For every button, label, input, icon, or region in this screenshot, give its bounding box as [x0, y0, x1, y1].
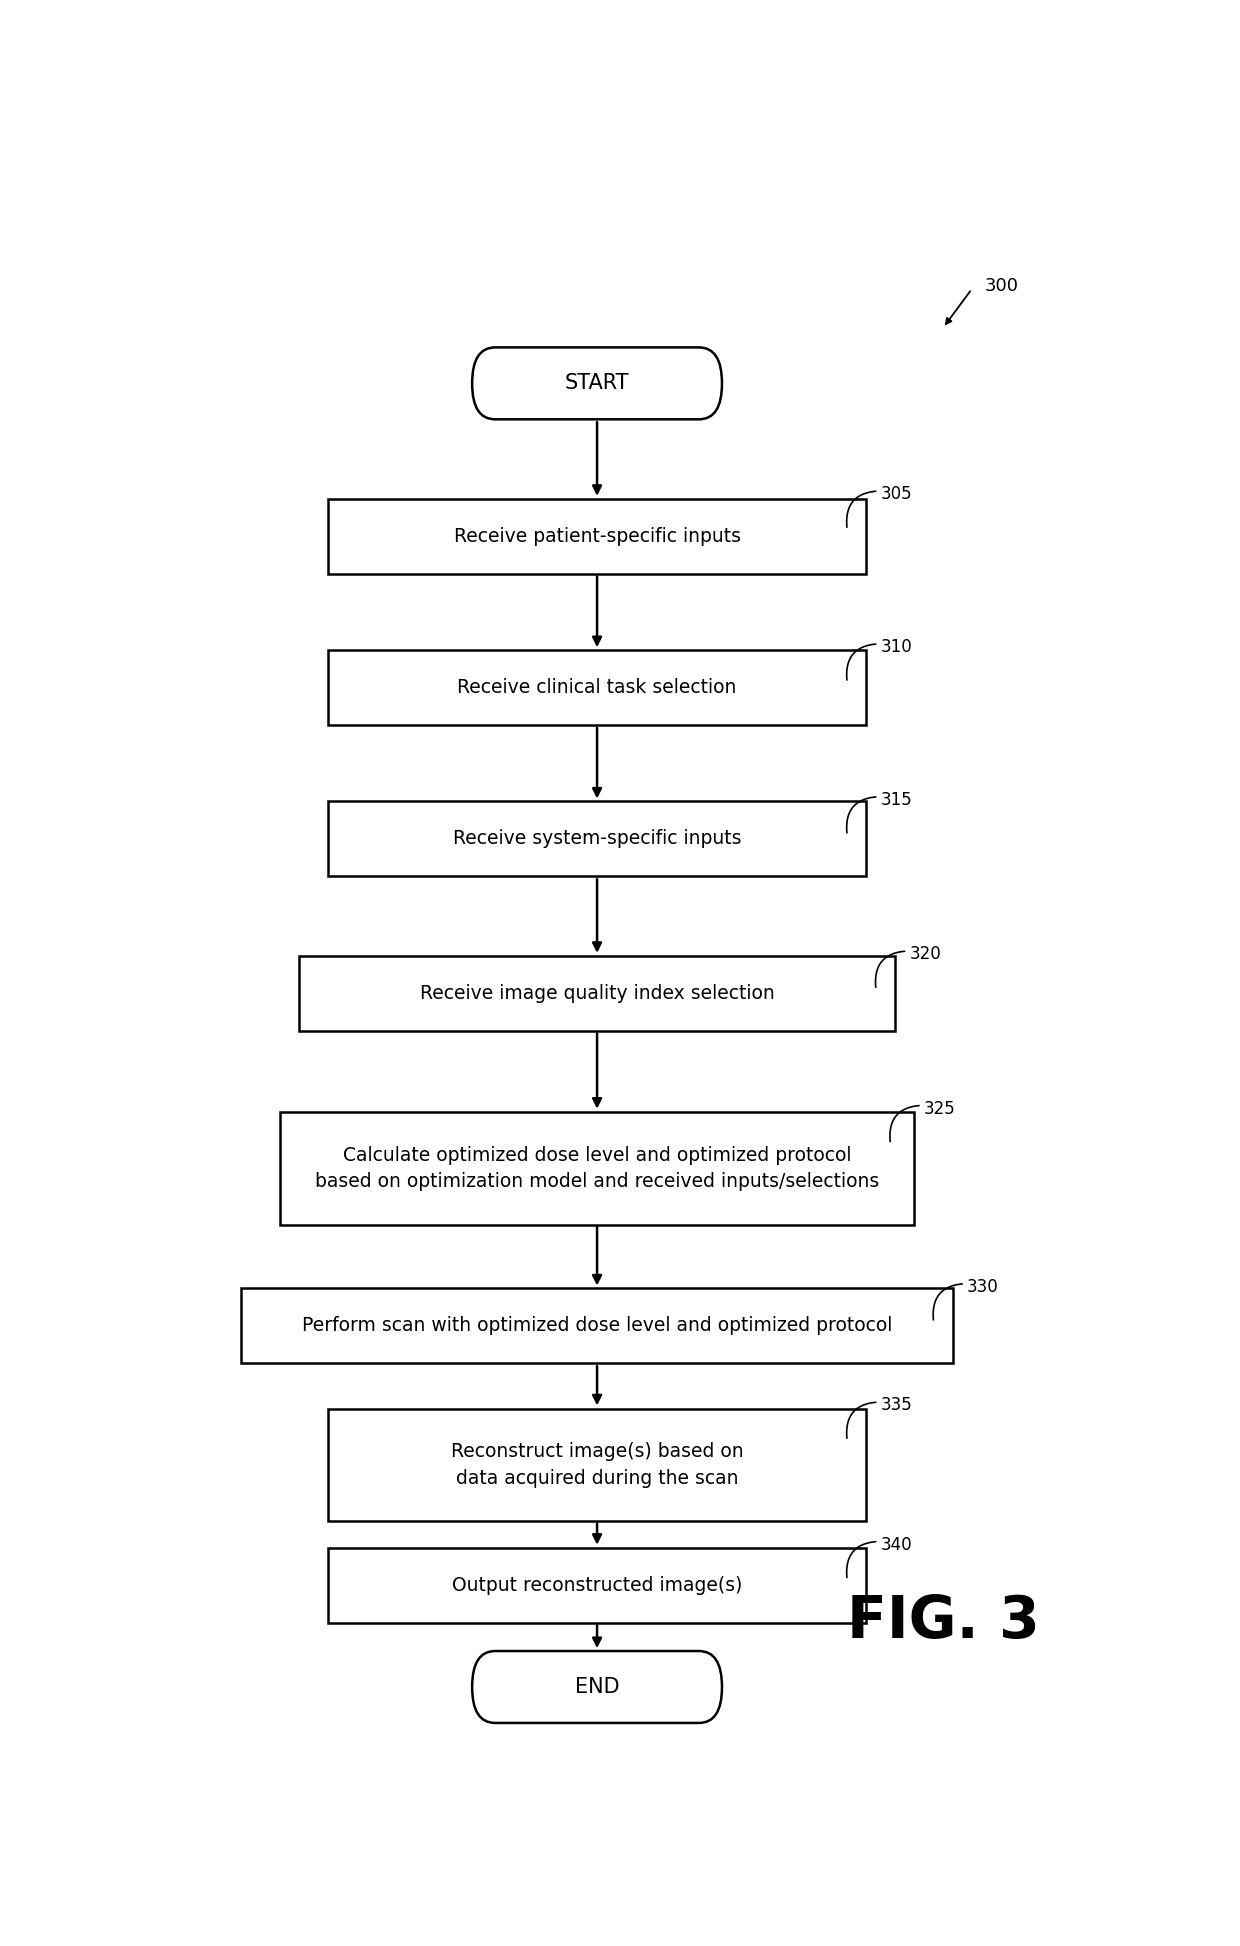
Text: 340: 340 [880, 1535, 913, 1553]
Text: Reconstruct image(s) based on
data acquired during the scan: Reconstruct image(s) based on data acqui… [451, 1442, 743, 1489]
Text: 315: 315 [880, 790, 913, 810]
Text: START: START [564, 374, 630, 393]
FancyBboxPatch shape [327, 498, 866, 574]
FancyBboxPatch shape [327, 1409, 866, 1522]
FancyBboxPatch shape [280, 1113, 914, 1224]
Text: 325: 325 [924, 1099, 956, 1117]
Text: 305: 305 [880, 485, 913, 504]
Text: Receive clinical task selection: Receive clinical task selection [458, 677, 737, 697]
Text: Perform scan with optimized dose level and optimized protocol: Perform scan with optimized dose level a… [301, 1315, 893, 1335]
Text: Receive system-specific inputs: Receive system-specific inputs [453, 829, 742, 848]
Text: FIG. 3: FIG. 3 [847, 1592, 1039, 1650]
Text: END: END [575, 1677, 619, 1697]
Text: 330: 330 [967, 1279, 998, 1296]
FancyBboxPatch shape [327, 802, 866, 876]
FancyBboxPatch shape [242, 1288, 952, 1364]
FancyBboxPatch shape [472, 1650, 722, 1722]
FancyBboxPatch shape [472, 348, 722, 418]
FancyBboxPatch shape [327, 650, 866, 726]
FancyBboxPatch shape [327, 1547, 866, 1623]
Text: Receive image quality index selection: Receive image quality index selection [419, 985, 775, 1002]
Text: Output reconstructed image(s): Output reconstructed image(s) [451, 1576, 743, 1594]
FancyBboxPatch shape [299, 955, 895, 1031]
Text: Receive patient-specific inputs: Receive patient-specific inputs [454, 527, 740, 545]
Text: 300: 300 [985, 276, 1018, 296]
Text: 320: 320 [909, 946, 941, 963]
Text: 335: 335 [880, 1397, 913, 1415]
Text: Calculate optimized dose level and optimized protocol
based on optimization mode: Calculate optimized dose level and optim… [315, 1146, 879, 1191]
Text: 310: 310 [880, 638, 913, 656]
